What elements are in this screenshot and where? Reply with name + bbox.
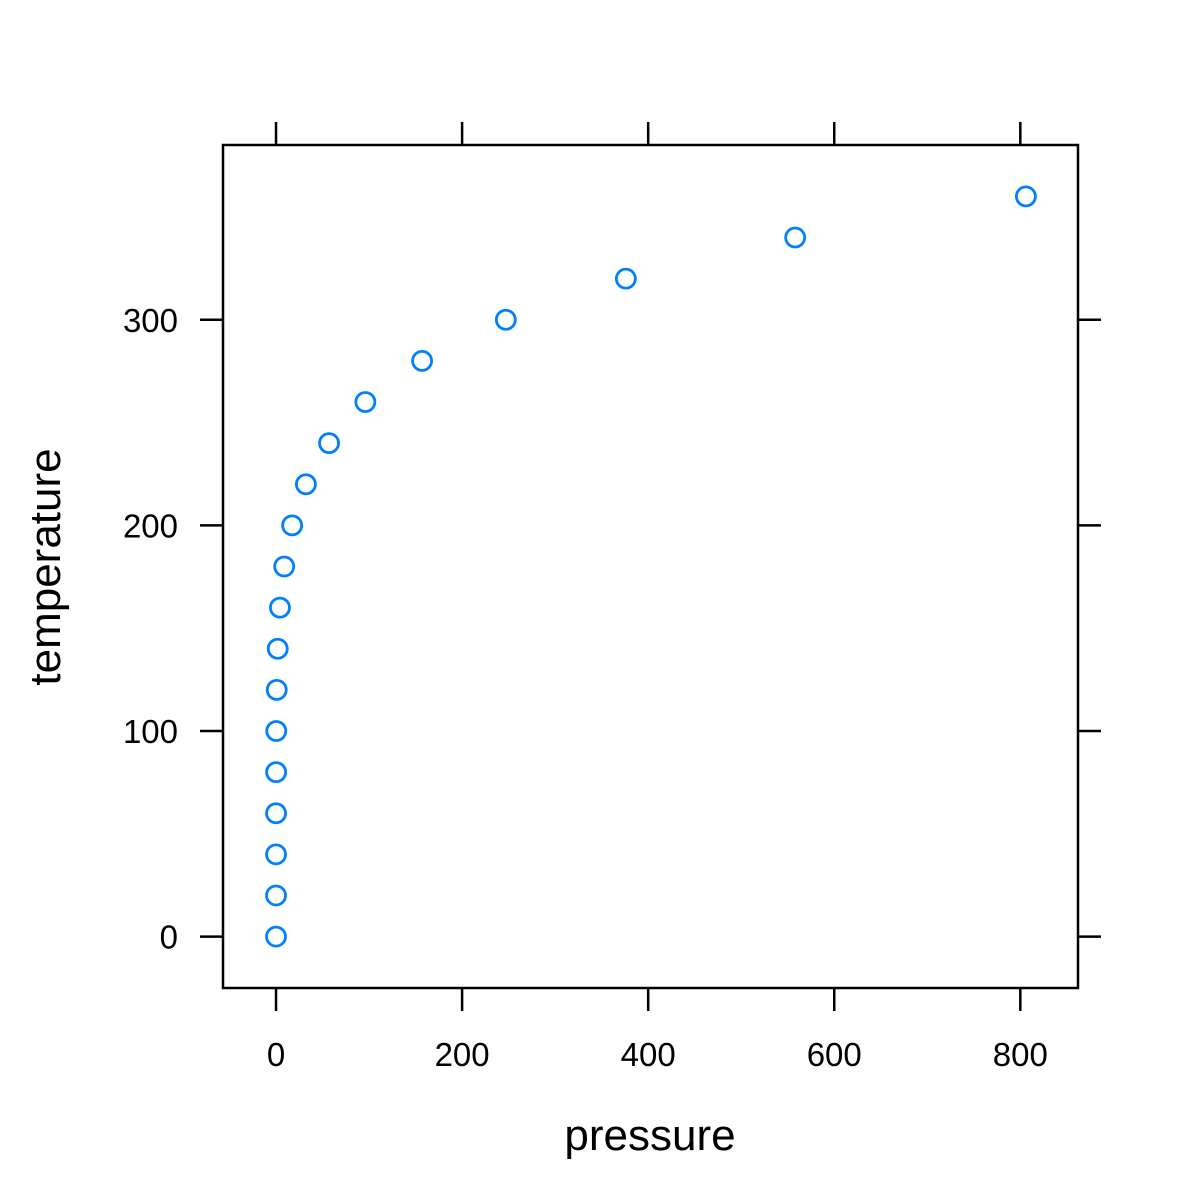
data-point (265, 678, 288, 701)
data-points (265, 185, 1037, 948)
x-axis: 0 200 400 600 800 (267, 122, 1048, 1073)
data-point (1014, 185, 1037, 208)
data-point (265, 761, 288, 784)
x-tick-label: 400 (621, 1036, 676, 1073)
data-point (265, 925, 287, 948)
y-axis-title: temperature (21, 448, 70, 685)
data-point (265, 802, 287, 825)
x-tick-label: 800 (993, 1036, 1048, 1073)
data-point (494, 308, 517, 331)
data-point (265, 843, 287, 866)
data-point (265, 884, 287, 907)
plot-frame (221, 143, 1080, 990)
data-point (273, 555, 296, 578)
data-point (294, 473, 317, 496)
x-axis-title: pressure (564, 1111, 735, 1160)
y-tick-label: 300 (123, 302, 178, 339)
data-point (354, 391, 377, 413)
data-point (269, 596, 291, 619)
y-axis: 0 100 200 300 (123, 302, 1101, 956)
x-tick-label: 0 (267, 1036, 285, 1073)
x-tick-label: 600 (807, 1036, 862, 1073)
data-point (411, 349, 433, 372)
data-point (614, 267, 637, 290)
y-tick-label: 0 (160, 919, 178, 956)
y-tick-label: 100 (123, 713, 178, 750)
data-point (266, 637, 289, 660)
data-point (265, 720, 288, 742)
data-point (784, 226, 807, 249)
y-tick-label: 200 (123, 507, 178, 544)
x-tick-label: 200 (435, 1036, 490, 1073)
data-point (318, 432, 340, 455)
data-point (281, 514, 304, 537)
